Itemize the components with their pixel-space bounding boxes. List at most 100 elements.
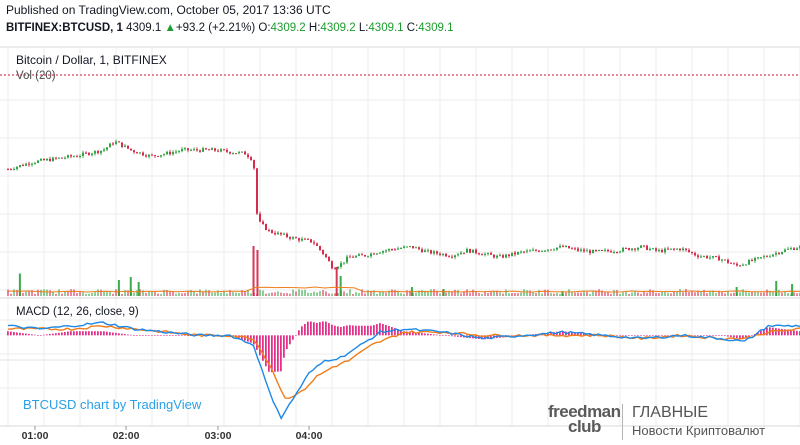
volume-bar [508, 293, 510, 296]
time-tick-label: 02:00 [113, 430, 140, 442]
volume-bar [409, 290, 411, 296]
volume-bar [157, 293, 159, 296]
candle-body [253, 160, 255, 169]
candle-body [118, 141, 120, 143]
volume-bar [70, 289, 72, 296]
candle-body [601, 250, 603, 252]
candle-body [709, 257, 711, 259]
candle-body [112, 143, 114, 145]
volume-bar [85, 293, 87, 296]
candle-body [142, 152, 144, 156]
volume-bar [358, 293, 360, 296]
macd-histogram-bar [160, 335, 162, 336]
macd-histogram-bar [739, 335, 741, 339]
candle-body [697, 255, 699, 258]
volume-bar [772, 291, 774, 296]
published-caption: Published on TradingView.com, October 05… [6, 3, 331, 17]
candle-body [238, 151, 240, 154]
macd-histogram-bar [85, 331, 87, 336]
volume-bar [466, 289, 468, 296]
macd-histogram-bar [616, 335, 618, 336]
logo-main-text: ГЛАВНЫЕ [632, 404, 708, 421]
volume-bar [745, 291, 747, 296]
candle-body [739, 265, 741, 267]
candle-body [559, 245, 561, 248]
macd-histogram-bar [352, 325, 354, 336]
volume-bar [82, 292, 84, 296]
macd-histogram-bar [445, 335, 447, 336]
macd-histogram-bar [772, 327, 774, 336]
candle-body [754, 257, 756, 261]
volume-bar [400, 293, 402, 296]
candle-body [718, 256, 720, 261]
candle-body [379, 252, 381, 254]
candle-body [523, 251, 525, 253]
macd-histogram-bar [433, 334, 435, 336]
macd-histogram-bar [124, 334, 126, 336]
volume-bar [532, 291, 534, 296]
volume-bar [742, 289, 744, 296]
macd-histogram-bar [25, 333, 27, 336]
volume-bar [88, 293, 90, 296]
candle-body [163, 154, 165, 156]
volume-bar [154, 291, 156, 296]
macd-histogram-bar [268, 335, 270, 372]
candle-body [67, 155, 69, 158]
volume-bar [712, 290, 714, 296]
volume-bar [79, 291, 81, 296]
volume-bar [334, 293, 336, 296]
candle-body [82, 152, 84, 157]
macd-histogram-bar [73, 331, 75, 336]
candle-body [778, 252, 780, 254]
volume-bar [724, 293, 726, 296]
candle-body [598, 250, 600, 252]
candle-body [328, 257, 330, 262]
macd-histogram-bar [484, 335, 486, 340]
volume-bar [232, 292, 234, 296]
candle-body [556, 247, 558, 250]
candle-body [94, 150, 96, 154]
volume-spike-bar [339, 276, 342, 296]
macd-histogram-bar [370, 325, 372, 336]
macd-histogram-bar [40, 335, 42, 336]
candle-body [715, 256, 717, 258]
logo-sub-text: Новости Криптовалют [632, 423, 766, 438]
volume-bar [346, 293, 348, 296]
candle-body [331, 261, 333, 269]
macd-histogram-bar [757, 332, 759, 336]
candle-body [79, 156, 81, 158]
volume-bar [622, 292, 624, 296]
tradingview-credit-link[interactable]: BTCUSD chart by TradingView [23, 397, 202, 412]
low-label: L: [358, 22, 369, 34]
macd-histogram-bar [574, 332, 576, 336]
time-tick-label: 03:00 [205, 430, 232, 442]
volume-indicator-label[interactable]: Vol (20) [16, 70, 56, 82]
volume-bar [403, 293, 405, 296]
candle-body [472, 249, 474, 253]
macd-histogram-bar [643, 335, 645, 336]
candle-body [223, 149, 225, 151]
volume-bar [451, 291, 453, 296]
volume-bar [547, 289, 549, 296]
candle-body [214, 148, 216, 151]
candle-body [160, 155, 162, 157]
volume-bar [421, 290, 423, 296]
macd-histogram-bar [583, 333, 585, 336]
macd-histogram-bar [82, 331, 84, 336]
volume-bar [436, 290, 438, 296]
candle-body [7, 169, 9, 171]
macd-histogram-bar [646, 335, 648, 336]
candle-body [364, 255, 366, 257]
volume-bar [664, 291, 666, 296]
volume-bar [502, 293, 504, 296]
macd-histogram-bar [637, 335, 639, 336]
volume-bar [217, 290, 219, 296]
candle-body [640, 245, 642, 248]
macd-histogram-bar [712, 335, 714, 336]
candle-body [226, 149, 228, 152]
volume-bar [325, 291, 327, 296]
volume-bar [721, 292, 723, 296]
candle-body [307, 238, 309, 240]
macd-indicator-label[interactable]: MACD (12, 26, close, 9) [16, 306, 139, 318]
